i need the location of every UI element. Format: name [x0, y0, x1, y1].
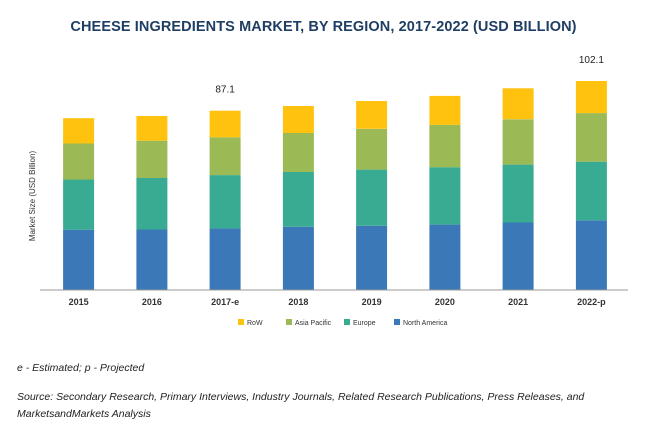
bar-asia-pacific-2015	[63, 143, 95, 180]
bar-north-america-2021	[502, 222, 534, 290]
legend-swatch-row	[238, 319, 244, 325]
legend-swatch-europe	[344, 319, 350, 325]
bar-europe-2020	[429, 167, 461, 225]
x-tick-label: 2018	[288, 297, 308, 307]
bar-asia-pacific-2019	[356, 128, 388, 170]
bar-asia-pacific-2016	[136, 140, 168, 178]
source-note: Source: Secondary Research, Primary Inte…	[17, 391, 585, 420]
bar-row-2022-p	[575, 81, 607, 114]
x-tick-label: 2022-p	[577, 297, 606, 307]
bar-europe-2018	[282, 172, 314, 227]
bar-asia-pacific-2020	[429, 124, 461, 168]
bar-north-america-2017-e	[209, 228, 241, 290]
legend-swatch-asia-pacific	[286, 319, 292, 325]
x-tick-label: 2019	[362, 297, 382, 307]
chart-title: CHEESE INGREDIENTS MARKET, BY REGION, 20…	[70, 19, 577, 35]
data-label-2022-p: 102.1	[579, 55, 604, 66]
legend-item-europe: Europe	[344, 319, 376, 327]
legend-item-row: RoW	[238, 319, 263, 327]
data-label-2017-e: 87.1	[215, 85, 235, 96]
legend-label-north-america: North America	[403, 320, 447, 327]
bar-row-2017-e	[209, 110, 241, 138]
footnote-estimated-projected: e - Estimated; p - Projected	[17, 362, 145, 374]
bar-row-2021	[502, 88, 534, 120]
bar-north-america-2015	[63, 229, 95, 290]
bar-row-2020	[429, 95, 461, 125]
bar-asia-pacific-2017-e	[209, 137, 241, 176]
legend: RoW Asia Pacific Europe North America	[238, 319, 447, 327]
bar-asia-pacific-2018	[282, 133, 314, 172]
x-tick-label: 2020	[435, 297, 455, 307]
bar-asia-pacific-2021	[502, 119, 534, 165]
x-tick-label: 2021	[508, 297, 528, 307]
bar-north-america-2022-p	[575, 220, 607, 290]
bar-row-2019	[356, 101, 388, 129]
bar-asia-pacific-2022-p	[575, 113, 607, 162]
x-tick-label: 2015	[69, 297, 89, 307]
bar-north-america-2018	[282, 226, 314, 290]
legend-label-europe: Europe	[353, 320, 376, 327]
bar-row-2016	[136, 116, 168, 141]
x-ticks-group: 2015 2016 2017-e 2018 2019 2020 2021 2022-p	[69, 297, 607, 307]
legend-label-asia-pacific: Asia Pacific	[295, 320, 332, 327]
bar-north-america-2020	[429, 224, 461, 290]
x-tick-label: 2017-e	[211, 297, 239, 307]
y-axis-label: Market Size (USD Billion)	[28, 151, 37, 242]
legend-label-row: RoW	[247, 320, 263, 327]
bar-north-america-2019	[356, 225, 388, 290]
bar-row-2015	[63, 118, 95, 144]
x-tick-label: 2016	[142, 297, 162, 307]
bar-row-2018	[282, 106, 314, 133]
legend-swatch-north-america	[394, 319, 400, 325]
bar-north-america-2016	[136, 229, 168, 290]
legend-item-north-america: North America	[394, 319, 447, 327]
bar-europe-2016	[136, 178, 168, 230]
bar-europe-2017-e	[209, 175, 241, 229]
bar-europe-2015	[63, 179, 95, 230]
bars-group	[63, 81, 607, 290]
bar-europe-2022-p	[575, 161, 607, 221]
data-labels-group: 87.1 102.1	[215, 55, 604, 96]
bar-europe-2019	[356, 169, 388, 226]
bar-europe-2021	[502, 164, 534, 223]
legend-item-asia-pacific: Asia Pacific	[286, 319, 332, 327]
